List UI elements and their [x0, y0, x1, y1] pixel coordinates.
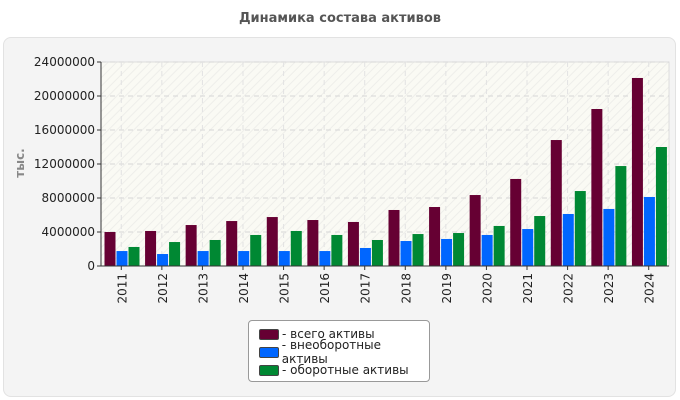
bar-2014-3 — [250, 234, 262, 266]
bar-2015-2 — [278, 251, 290, 266]
bar-2021-2 — [522, 229, 534, 266]
bar-2012-1 — [145, 230, 157, 266]
x-tick-label: 2018 — [399, 273, 413, 304]
y-tick-label: 20000000 — [34, 89, 95, 103]
bar-2021-3 — [534, 216, 546, 266]
x-tick-label: 2014 — [237, 273, 251, 304]
y-tick-label: 12000000 — [34, 157, 95, 171]
x-tick-label: 2013 — [196, 273, 210, 304]
chart-title: Динамика состава активов — [238, 11, 442, 26]
bar-2014-2 — [238, 251, 250, 266]
x-tick-label: 2019 — [440, 273, 454, 304]
legend: - всего активы - внеоборотные активы - обо… — [248, 320, 430, 382]
bar-2016-3 — [331, 234, 343, 266]
legend-item: - всего активы — [259, 325, 429, 343]
bar-2019-3 — [453, 233, 465, 266]
y-tick-label: 0 — [87, 259, 95, 273]
bar-2013-1 — [185, 225, 197, 266]
legend-label: - всего активы — [282, 327, 375, 341]
bar-2020-1 — [469, 195, 481, 266]
bar-2017-1 — [347, 221, 359, 266]
bar-2024-2 — [643, 196, 655, 266]
bar-2017-2 — [359, 247, 371, 266]
bar-2019-2 — [441, 238, 453, 266]
bar-2018-2 — [400, 241, 412, 266]
bar-2020-2 — [481, 234, 493, 266]
bar-2023-2 — [603, 208, 615, 266]
bar-2013-2 — [197, 251, 209, 266]
x-tick-label: 2023 — [602, 273, 616, 304]
bar-2015-3 — [290, 230, 302, 266]
legend-label: - внеоборотные активы — [281, 338, 381, 366]
bar-2012-3 — [169, 242, 181, 266]
bar-2024-1 — [631, 77, 643, 266]
legend-swatch — [259, 346, 279, 358]
x-tick-label: 2015 — [278, 273, 292, 304]
y-tick-label: 8000000 — [42, 191, 95, 205]
bar-2020-3 — [493, 225, 505, 266]
bar-2023-3 — [615, 166, 627, 266]
bar-2013-3 — [209, 239, 221, 266]
x-tick-label: 2021 — [521, 273, 535, 304]
bar-2021-1 — [510, 178, 522, 266]
x-tick-label: 2020 — [480, 273, 494, 304]
bar-2018-3 — [412, 234, 424, 266]
bar-2023-1 — [591, 109, 603, 266]
bar-2011-3 — [128, 246, 140, 266]
y-tick-label: 24000000 — [34, 55, 95, 69]
legend-item: - внеоборотные активы — [259, 338, 429, 366]
bar-2022-2 — [562, 213, 574, 266]
bar-2019-1 — [429, 207, 441, 266]
bar-2012-2 — [157, 254, 169, 266]
x-tick-label: 2022 — [562, 273, 576, 304]
x-tick-label: 2012 — [156, 273, 170, 304]
bar-2016-1 — [307, 220, 319, 266]
bar-2022-1 — [550, 140, 562, 266]
bar-2016-2 — [319, 251, 331, 266]
x-tick-label: 2016 — [318, 273, 332, 304]
legend-swatch — [259, 328, 279, 340]
bar-2022-3 — [574, 191, 586, 266]
y-axis-label: тыс. — [13, 148, 27, 177]
x-tick-label: 2011 — [115, 273, 129, 304]
x-tick-label: 2017 — [359, 273, 373, 304]
y-tick-label: 16000000 — [34, 123, 95, 137]
bar-2011-2 — [116, 251, 128, 266]
bar-2024-3 — [655, 147, 667, 266]
bar-2011-1 — [104, 232, 116, 266]
bar-2014-1 — [226, 221, 238, 266]
bar-2015-1 — [266, 217, 278, 266]
legend-item: - оборотные активы — [259, 361, 429, 379]
legend-label: - оборотные активы — [282, 363, 409, 377]
bar-2018-1 — [388, 209, 400, 266]
y-tick-label: 4000000 — [42, 225, 95, 239]
x-tick-label: 2024 — [643, 273, 657, 304]
bar-2017-3 — [371, 239, 383, 266]
legend-swatch — [259, 364, 279, 376]
